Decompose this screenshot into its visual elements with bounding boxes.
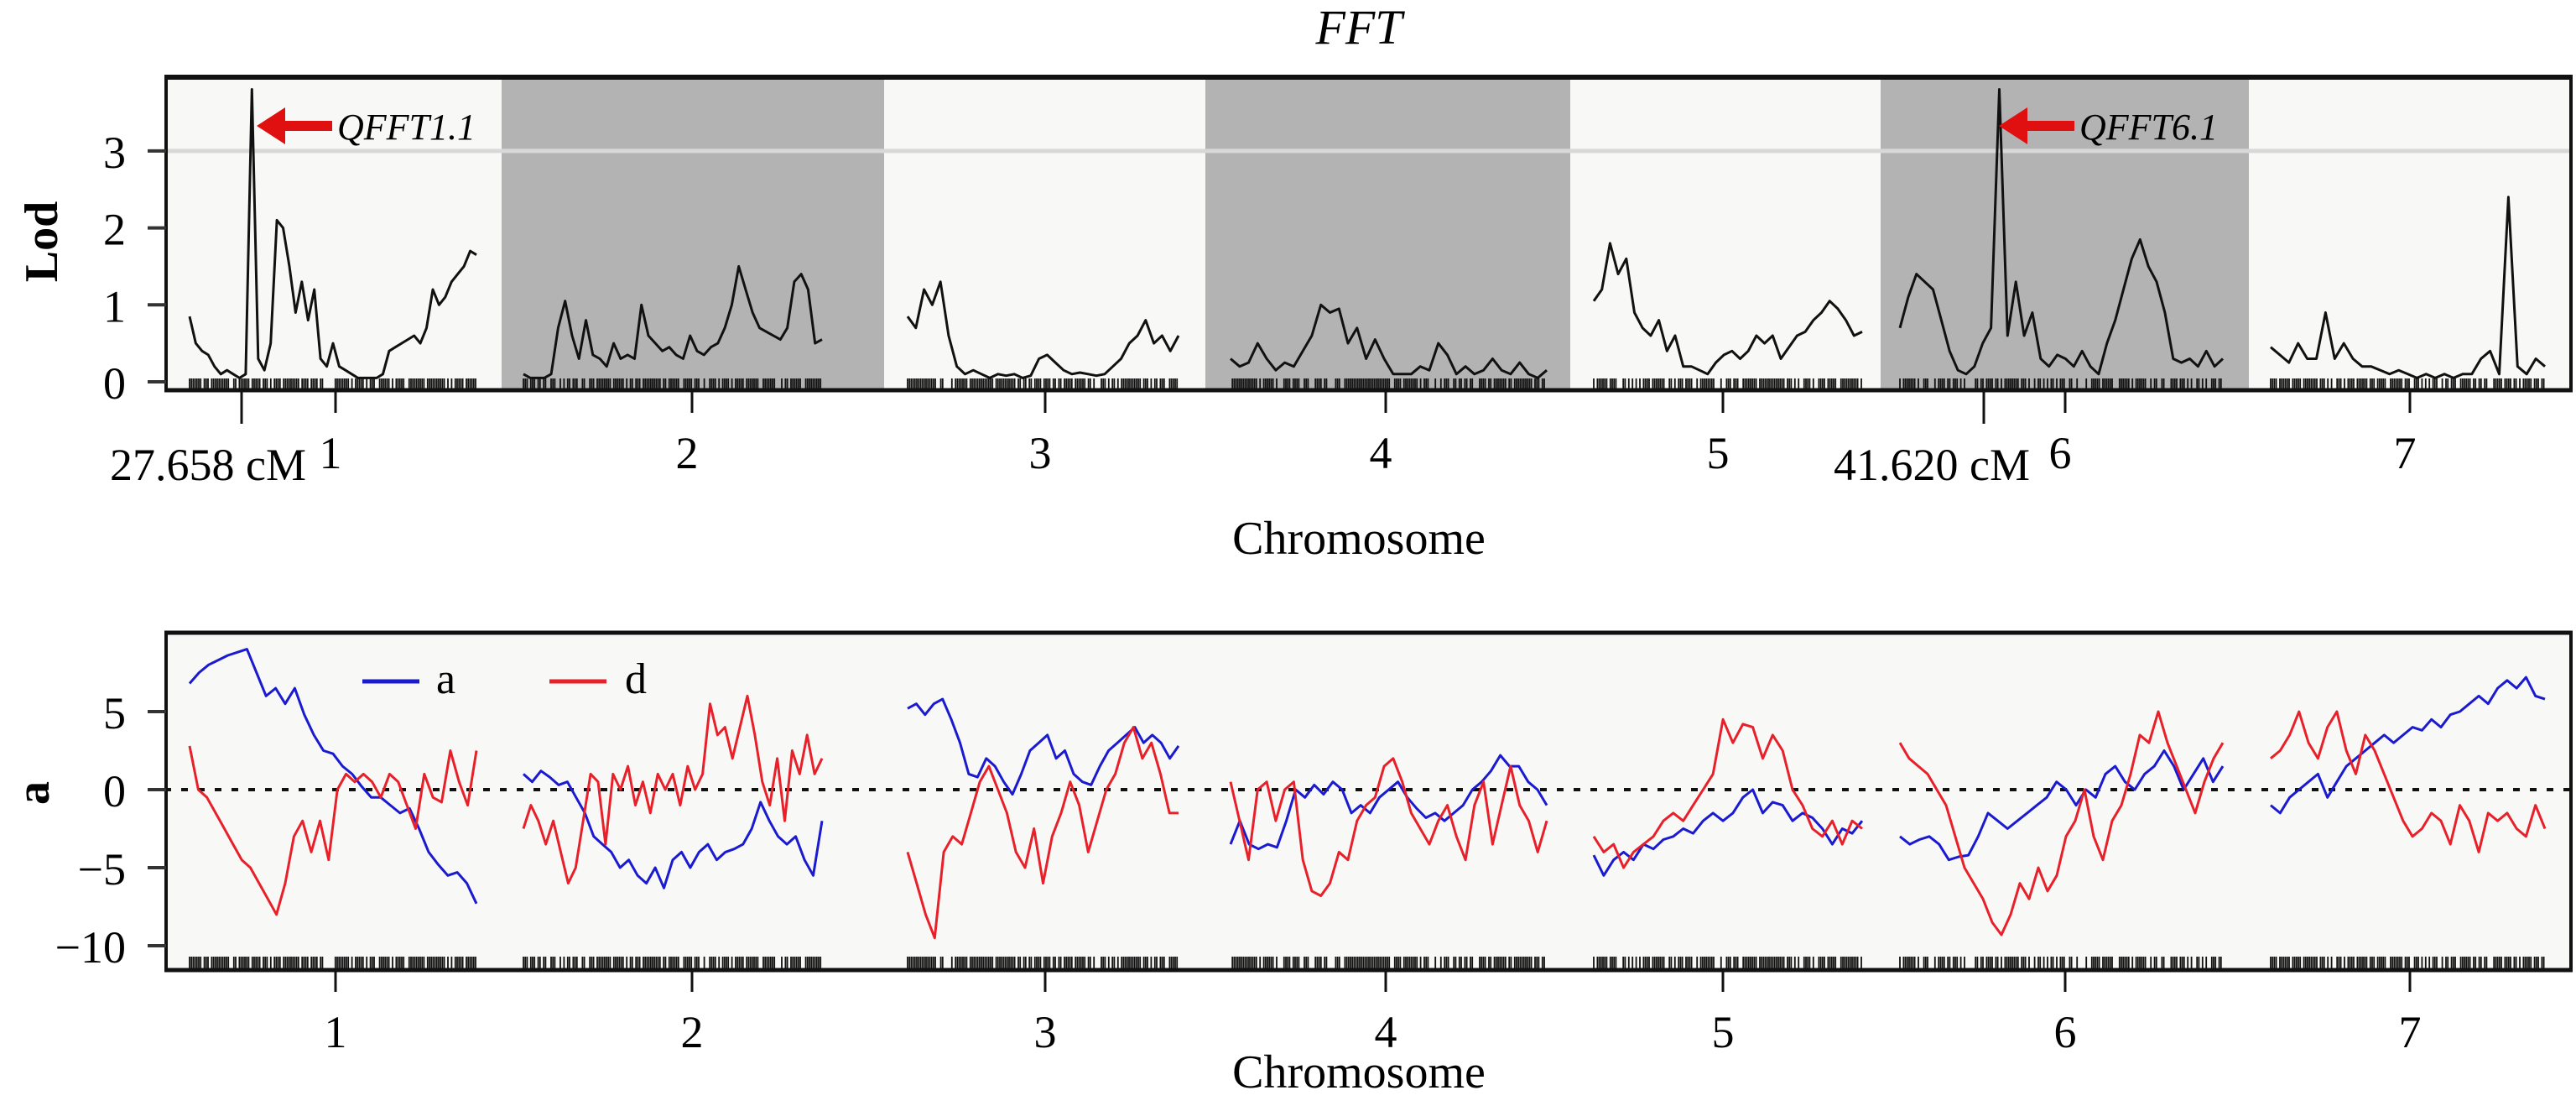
qtl-arrow-icon [257,107,285,144]
qtl-label: QFFT1.1 [337,107,476,148]
lod-x-ticks: 1 2 3 4 5 6 7 [320,390,2417,478]
marker-rug-chr5 [1593,378,1862,389]
effect-d-curve-chr4 [1229,757,1548,897]
effect-a-curve-chr7 [2270,676,2546,815]
marker-rug-chr3 [907,957,1179,968]
effect-a-curve-chr2 [523,770,824,889]
lod-x-tick-label: 5 [1707,428,1730,478]
marker-rug-chr4 [1231,378,1545,389]
lod-curve-chr4 [1230,303,1548,379]
qtl-position-label: 27.658 cM [110,440,306,490]
qtl-position-label: 41.620 cM [1834,440,2030,490]
effect-d-curve-chr5 [1592,717,1863,869]
effect-d-curve-chr1 [188,745,478,916]
qtl-arrow-shaft [2024,121,2074,131]
effect-a-curve-chr6 [1899,749,2225,862]
lod-y-tick-label: 1 [103,281,126,331]
qtl-label: QFFT6.1 [2079,107,2218,148]
shade-band-chr2 [502,79,884,390]
lod-panel: QFFT1.1 27.658 cM QFFT6.1 41.620 cM 0 1 2 3 1 2… [16,75,2573,565]
effect-y-ticks: −10 −5 0 5 [55,688,166,973]
lod-curve-chr6 [1898,88,2225,376]
lod-curve-chr3 [906,280,1180,379]
effect-x-tick-label: 5 [1712,1007,1735,1057]
marker-rug [189,957,2545,968]
lod-x-tick-label: 7 [2394,428,2417,478]
effect-x-tick-label: 3 [1034,1007,1057,1057]
effect-a-curve-chr4 [1229,754,1548,851]
legend: a d [362,655,647,703]
effect-y-tick-label: −5 [78,844,126,895]
lod-x-tick-label: 3 [1029,428,1052,478]
lod-y-tick-label: 2 [103,205,126,255]
marker-rug-chr6 [1899,957,2222,968]
effect-curves [188,648,2547,940]
legend-label-a: a [436,655,455,703]
lod-x-axis-title: Chromosome [1232,513,1486,565]
marker-rug-chr7 [2270,378,2545,389]
lod-y-tick-label: 3 [103,128,126,178]
effect-x-tick-label: 7 [2399,1007,2422,1057]
lod-y-ticks: 0 1 2 3 [103,128,166,409]
lod-curve-chr7 [2270,196,2546,379]
effect-d-curve-chr3 [906,726,1179,940]
effect-x-tick-label: 1 [325,1007,347,1057]
lod-x-tick-label: 1 [320,428,342,478]
effect-d-curve-chr6 [1898,710,2225,936]
chart-title: FFT [1314,0,1405,55]
effect-x-tick-label: 6 [2054,1007,2077,1057]
lod-x-tick-label: 6 [2049,428,2072,478]
marker-rug-chr5 [1593,957,1862,968]
qtl-annotations: QFFT1.1 27.658 cM QFFT6.1 41.620 cM [110,107,2218,490]
effect-x-ticks: 1 2 3 4 5 6 7 [325,970,2422,1057]
lod-curve-chr1 [188,88,477,379]
effect-plot-background [164,631,2573,970]
effect-x-tick-label: 4 [1375,1007,1397,1057]
lod-x-tick-label: 4 [1370,428,1392,478]
effect-x-axis-title: Chromosome [1232,1046,1486,1098]
lod-curve-chr5 [1592,242,1863,376]
effect-y-tick-label: −10 [55,922,126,973]
effect-y-tick-label: 5 [103,688,126,738]
marker-rug-chr1 [189,378,476,389]
marker-rug-chr3 [907,378,1179,389]
effect-y-axis-title: a [8,781,60,805]
lod-y-tick-label: 0 [103,358,126,409]
marker-rug [189,378,2545,389]
qtl-arrow-shaft [282,121,332,131]
marker-rug-chr7 [2270,957,2545,968]
effect-d-curve-chr7 [2270,710,2547,853]
marker-rug-chr6 [1899,378,2222,389]
effect-a-curve-chr5 [1592,788,1864,877]
effect-d-curve-chr2 [522,694,824,885]
lod-x-tick-label: 2 [676,428,699,478]
legend-label-d: d [625,655,647,703]
marker-rug-chr1 [189,957,476,968]
effect-panel: −10 −5 0 5 1 2 3 4 5 6 7 a d a Chromosome [8,630,2573,1098]
lod-curve-chr2 [523,264,823,379]
marker-rug-chr4 [1231,957,1545,968]
effect-x-tick-label: 2 [681,1007,704,1057]
marker-rug-chr2 [523,957,822,968]
effect-y-tick-label: 0 [103,766,126,816]
chromosome-shading [502,79,2249,390]
shade-band-chr4 [1205,79,1570,390]
qtl-arrow-icon [1999,107,2027,144]
effect-a-curve-chr1 [188,648,478,905]
marker-rug-chr2 [523,378,822,389]
lod-y-axis-title: Lod [16,201,68,283]
lod-curves [188,88,2546,379]
